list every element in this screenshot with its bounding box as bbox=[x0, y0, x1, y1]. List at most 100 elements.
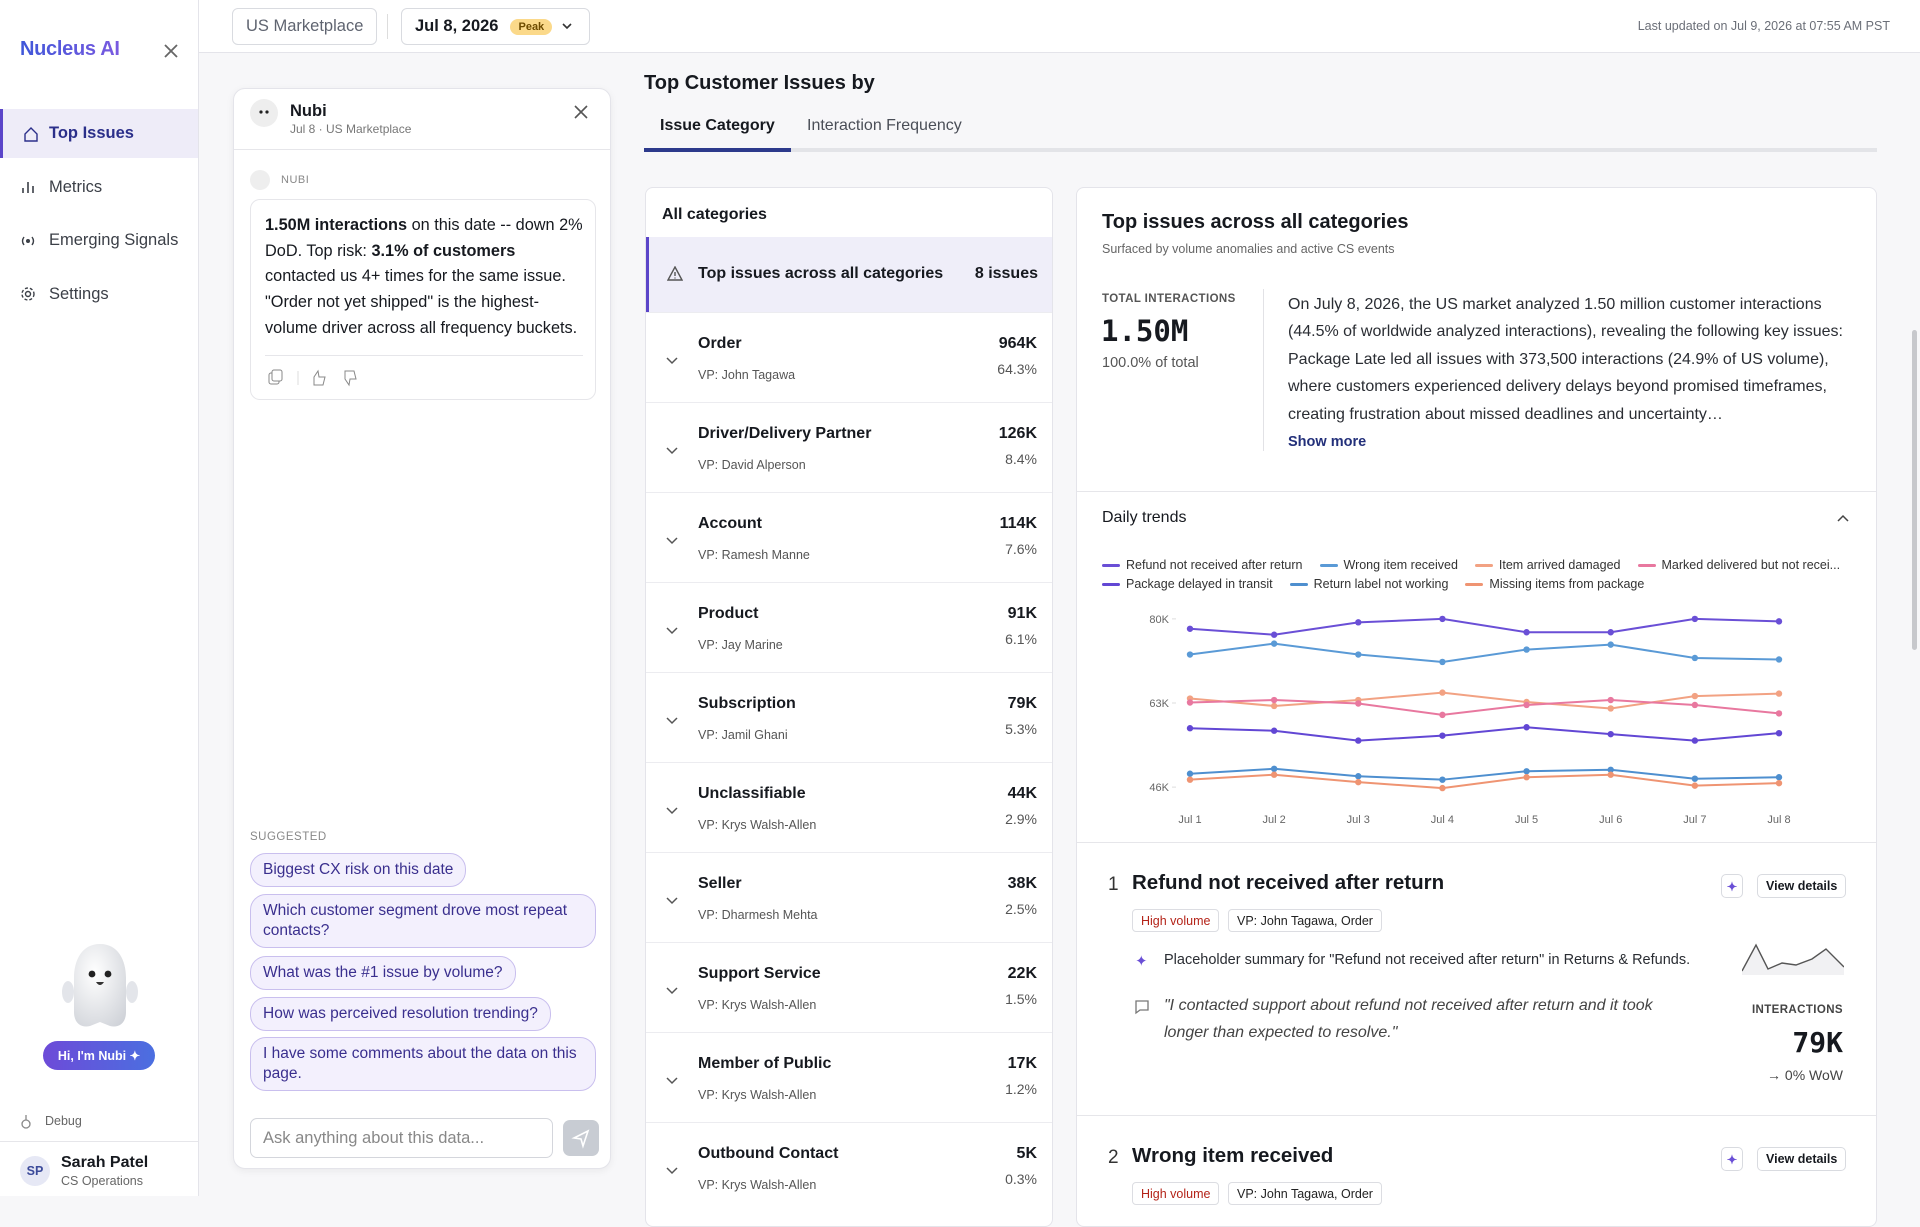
nav-item[interactable]: Settings bbox=[0, 270, 198, 319]
suggestion-chip[interactable]: What was the #1 issue by volume? bbox=[250, 956, 516, 990]
legend-item[interactable]: Marked delivered but not recei... bbox=[1637, 558, 1840, 572]
category-row[interactable]: Unclassifiable VP: Krys Walsh-Allen 44K 2.9… bbox=[646, 762, 1052, 852]
main-title: Top Customer Issues by bbox=[644, 72, 875, 94]
send-button[interactable] bbox=[563, 1120, 599, 1156]
legend-item[interactable]: Return label not working bbox=[1289, 577, 1449, 591]
nav-icon bbox=[22, 182, 34, 193]
nav-item[interactable]: Emerging Signals bbox=[0, 216, 198, 265]
message-actions[interactable] bbox=[267, 369, 377, 387]
trend-point bbox=[1186, 776, 1194, 783]
category-row[interactable]: Product VP: Jay Marine 91K 6.1% bbox=[646, 582, 1052, 672]
legend-item[interactable]: Package delayed in transit bbox=[1102, 577, 1273, 591]
suggestion-chip[interactable]: I have some comments about the data on t… bbox=[250, 1037, 596, 1091]
trend-point bbox=[1270, 727, 1278, 734]
category-vp: VP: Jamil Ghani bbox=[698, 728, 788, 742]
category-row[interactable]: Support Service VP: Krys Walsh-Allen 22K 1.… bbox=[646, 942, 1052, 1032]
category-row[interactable]: Account VP: Ramesh Manne 114K 7.6% bbox=[646, 492, 1052, 582]
suggestion-chip[interactable]: Which customer segment drove most repeat… bbox=[250, 894, 596, 948]
overview-summary: On July 8, 2026, the US market analyzed … bbox=[1288, 296, 1843, 423]
suggestion-chip[interactable]: How was perceived resolution trending? bbox=[250, 997, 551, 1031]
trend-line bbox=[1189, 691, 1780, 710]
issue-summary: Placeholder summary for "Refund not rece… bbox=[1164, 952, 1691, 968]
category-row[interactable]: Seller VP: Dharmesh Mehta 38K 2.5% bbox=[646, 852, 1052, 942]
sender: NUBI bbox=[281, 174, 310, 186]
trend-point bbox=[1355, 773, 1362, 780]
legend-item[interactable]: Missing items from package bbox=[1465, 577, 1644, 591]
chat-panel: Nubi Jul 8 · US Marketplace NUBI 1.50M i… bbox=[233, 88, 611, 1169]
issue-tag: High volume bbox=[1132, 909, 1220, 932]
category-row[interactable]: Member of Public VP: Krys Walsh-Allen 17K 1… bbox=[646, 1032, 1052, 1122]
category-row[interactable]: Driver/Delivery Partner VP: David Alperso… bbox=[646, 402, 1052, 492]
overview-title: Top issues across all categories bbox=[1102, 211, 1409, 233]
category-count: 38K bbox=[1007, 875, 1037, 892]
suggested-label: SUGGESTED bbox=[250, 831, 327, 843]
divider bbox=[1077, 842, 1876, 843]
category-name: Seller bbox=[698, 875, 742, 892]
tab[interactable]: Interaction Frequency bbox=[807, 117, 962, 134]
message: 1.50M interactions on this date -- down … bbox=[265, 213, 585, 342]
total-label: TOTAL INTERACTIONS bbox=[1102, 293, 1236, 305]
legend-swatch bbox=[1289, 582, 1308, 586]
category-row[interactable]: Order VP: John Tagawa 964K 64.3% bbox=[646, 312, 1052, 402]
trend-point bbox=[1607, 730, 1614, 738]
suggestion-chip[interactable]: Biggest CX risk on this date bbox=[250, 853, 467, 887]
trend-point bbox=[1607, 771, 1614, 778]
category-row[interactable]: Outbound Contact VP: Krys Walsh-Allen 5K 0.… bbox=[646, 1122, 1052, 1212]
issue-title: Wrong item received bbox=[1132, 1144, 1334, 1167]
category-count: 126K bbox=[998, 425, 1037, 442]
view-details[interactable]: View details bbox=[1757, 1147, 1847, 1171]
debug-link[interactable]: Debug bbox=[45, 1114, 82, 1128]
legend: Refund not received after return Wrong it… bbox=[1102, 558, 1842, 591]
category-count: 79K bbox=[1007, 695, 1037, 712]
trend-line bbox=[1189, 699, 1780, 716]
category-vp: VP: John Tagawa bbox=[698, 368, 796, 382]
legend-label: Return label not working bbox=[1313, 577, 1449, 591]
trend-point bbox=[1439, 784, 1446, 792]
user-role: CS Operations bbox=[61, 1174, 143, 1188]
close-sidebar[interactable] bbox=[163, 43, 179, 59]
legend-item[interactable]: Item arrived damaged bbox=[1474, 558, 1621, 572]
trend-chart: 46K 63K 80K Jul 1 Jul 2 Jul 3 Jul 4 Jul 5 Jul 6 J… bbox=[1149, 614, 1790, 826]
issue-tag: VP: John Tagawa, Order bbox=[1228, 909, 1382, 932]
trend-point bbox=[1691, 692, 1699, 700]
trend-point bbox=[1186, 625, 1194, 632]
nav-icon bbox=[21, 236, 35, 245]
nav-item[interactable]: Top Issues bbox=[0, 109, 198, 158]
legend-label: Missing items from package bbox=[1489, 577, 1645, 591]
nav-item[interactable]: Metrics bbox=[0, 163, 198, 212]
category-share: 8.4% bbox=[1005, 451, 1037, 467]
category-name: Outbound Contact bbox=[698, 1145, 839, 1162]
last-updated: Last updated on Jul 9, 2026 at 07:55 AM … bbox=[1637, 19, 1890, 33]
legend-item[interactable]: Wrong item received bbox=[1319, 558, 1458, 572]
category-share: 1.2% bbox=[1005, 1081, 1037, 1097]
tab[interactable]: Issue Category bbox=[644, 117, 791, 152]
close-chat[interactable] bbox=[574, 105, 588, 119]
legend-label: Package delayed in transit bbox=[1126, 577, 1273, 591]
category-name: Product bbox=[698, 605, 759, 622]
collapse-icon[interactable] bbox=[1837, 514, 1849, 522]
top-issues-row[interactable]: Top issues across all categories 8 issue… bbox=[646, 237, 1052, 312]
ai-button[interactable]: ✦ bbox=[1721, 1147, 1743, 1171]
trend-point bbox=[1607, 766, 1614, 773]
date: Jul 8, 2026 bbox=[415, 17, 499, 35]
legend-swatch bbox=[1637, 563, 1656, 567]
nubi-avatar bbox=[250, 99, 278, 127]
ai-button[interactable]: ✦ bbox=[1721, 874, 1743, 898]
category-row[interactable]: Subscription VP: Jamil Ghani 79K 5.3% bbox=[646, 672, 1052, 762]
issue-quote: "I contacted support about refund not re… bbox=[1164, 997, 1653, 1041]
category-header: All categories bbox=[662, 206, 767, 223]
view-details[interactable]: View details bbox=[1757, 874, 1847, 898]
expand-icon bbox=[666, 807, 678, 815]
brand: Nucleus AI bbox=[20, 38, 120, 60]
date-select[interactable]: Jul 8, 2026 Peak bbox=[401, 8, 590, 45]
category-count: 964K bbox=[998, 335, 1037, 352]
chat-input[interactable]: Ask anything about this data... bbox=[250, 1118, 553, 1158]
trend-point bbox=[1691, 615, 1699, 623]
category-vp: VP: Krys Walsh-Allen bbox=[698, 1088, 817, 1102]
marketplace-select[interactable]: US Marketplace bbox=[232, 8, 378, 45]
legend-item[interactable]: Refund not received after return bbox=[1102, 558, 1303, 572]
show-more[interactable]: Show more bbox=[1288, 434, 1367, 450]
trend-point bbox=[1775, 779, 1783, 787]
nubi-button[interactable]: Hi, I'm Nubi ✦ bbox=[43, 1041, 155, 1070]
